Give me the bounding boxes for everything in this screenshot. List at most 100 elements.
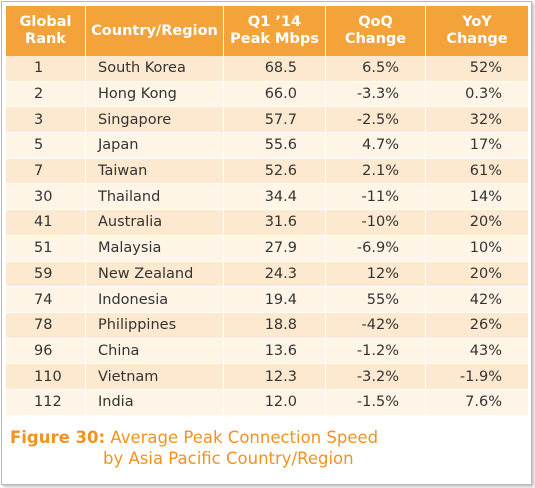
caption-line-2: by Asia Pacific Country/Region xyxy=(103,449,354,468)
peak-mbps-cell: 12.0 xyxy=(224,389,326,416)
qoq-change-cell: 55% xyxy=(326,287,426,313)
peak-mbps-cell: 57.7 xyxy=(224,107,326,134)
rank-cell: 110 xyxy=(6,364,86,390)
table-row: 1 South Korea 68.5 6.5% 52% xyxy=(6,56,528,82)
yoy-change-cell: 14% xyxy=(426,184,528,211)
qoq-change-cell: -1.2% xyxy=(326,338,426,365)
figure-number: Figure 30: xyxy=(10,428,106,447)
peak-mbps-cell: 55.6 xyxy=(224,133,326,159)
country-cell: South Korea xyxy=(86,56,224,82)
yoy-change-cell: 0.3% xyxy=(426,81,528,108)
header-qoq-change-line2: Change xyxy=(344,31,407,47)
rank-cell: 3 xyxy=(6,107,86,134)
peak-mbps-cell: 18.8 xyxy=(224,312,326,339)
peak-mbps-cell: 31.6 xyxy=(224,210,326,236)
peak-mbps-cell: 66.0 xyxy=(224,81,326,108)
header-peak-mbps-line1: Q1 ’14 xyxy=(247,14,302,30)
yoy-change-cell: -1.9% xyxy=(426,364,528,390)
yoy-change-cell: 26% xyxy=(426,312,528,339)
header-yoy-change-line2: Change xyxy=(446,31,508,47)
header-global-rank-line2: Rank xyxy=(25,31,66,47)
header-global-rank: Global Rank xyxy=(6,6,86,56)
table-row: 110 Vietnam 12.3 -3.2% -1.9% xyxy=(6,364,528,390)
table-row: 78 Philippines 18.8 -42% 26% xyxy=(6,312,528,339)
yoy-change-cell: 52% xyxy=(426,56,528,82)
yoy-change-cell: 43% xyxy=(426,338,528,365)
country-cell: Malaysia xyxy=(86,235,224,262)
peak-mbps-cell: 19.4 xyxy=(224,287,326,313)
header-country-region-line1: Country/Region xyxy=(91,22,218,39)
peak-mbps-cell: 52.6 xyxy=(224,158,326,185)
yoy-change-cell: 7.6% xyxy=(426,389,528,416)
country-cell: Singapore xyxy=(86,107,224,134)
figure-caption: Figure 30: Average Peak Connection Speed… xyxy=(10,427,378,469)
header-qoq-change-line1: QoQ xyxy=(358,14,393,30)
qoq-change-cell: -10% xyxy=(326,210,426,236)
rank-cell: 1 xyxy=(6,56,86,82)
rank-cell: 7 xyxy=(6,158,86,185)
header-global-rank-line1: Global xyxy=(19,14,72,30)
qoq-change-cell: -3.3% xyxy=(326,81,426,108)
qoq-change-cell: 12% xyxy=(326,261,426,288)
table-row: 112 India 12.0 -1.5% 7.6% xyxy=(6,389,528,416)
yoy-change-cell: 61% xyxy=(426,158,528,185)
country-cell: China xyxy=(86,338,224,365)
yoy-change-cell: 17% xyxy=(426,133,528,159)
country-cell: New Zealand xyxy=(86,261,224,288)
table-row: 2 Hong Kong 66.0 -3.3% 0.3% xyxy=(6,81,528,108)
table-row: 74 Indonesia 19.4 55% 42% xyxy=(6,287,528,313)
header-yoy-change: YoY Change xyxy=(426,6,528,56)
table-row: 96 China 13.6 -1.2% 43% xyxy=(6,338,528,365)
peak-speed-table: Global Rank Country/Region Q1 ’14 Peak M… xyxy=(6,6,528,416)
rank-cell: 2 xyxy=(6,81,86,108)
header-peak-mbps: Q1 ’14 Peak Mbps xyxy=(224,6,326,56)
caption-line-1: Average Peak Connection Speed xyxy=(105,428,379,447)
yoy-change-cell: 32% xyxy=(426,107,528,134)
table-row: 51 Malaysia 27.9 -6.9% 10% xyxy=(6,235,528,262)
qoq-change-cell: -6.9% xyxy=(326,235,426,262)
country-cell: Australia xyxy=(86,210,224,236)
qoq-change-cell: -11% xyxy=(326,184,426,211)
yoy-change-cell: 42% xyxy=(426,287,528,313)
table-row: 59 New Zealand 24.3 12% 20% xyxy=(6,261,528,288)
rank-cell: 30 xyxy=(6,184,86,211)
country-cell: Taiwan xyxy=(86,158,224,185)
qoq-change-cell: 4.7% xyxy=(326,133,426,159)
peak-mbps-cell: 68.5 xyxy=(224,56,326,82)
qoq-change-cell: 6.5% xyxy=(326,56,426,82)
header-yoy-change-line1: YoY xyxy=(462,14,492,30)
header-country-region: Country/Region xyxy=(86,6,224,56)
peak-mbps-cell: 12.3 xyxy=(224,364,326,390)
qoq-change-cell: -42% xyxy=(326,312,426,339)
header-peak-mbps-line2: Peak Mbps xyxy=(230,31,319,47)
qoq-change-cell: -2.5% xyxy=(326,107,426,134)
yoy-change-cell: 10% xyxy=(426,235,528,262)
country-cell: Vietnam xyxy=(86,364,224,390)
rank-cell: 74 xyxy=(6,287,86,313)
country-cell: Japan xyxy=(86,133,224,159)
qoq-change-cell: -3.2% xyxy=(326,364,426,390)
peak-mbps-cell: 34.4 xyxy=(224,184,326,211)
country-cell: Hong Kong xyxy=(86,81,224,108)
qoq-change-cell: 2.1% xyxy=(326,158,426,185)
country-cell: India xyxy=(86,389,224,416)
rank-cell: 5 xyxy=(6,133,86,159)
rank-cell: 96 xyxy=(6,338,86,365)
yoy-change-cell: 20% xyxy=(426,210,528,236)
table-row: 5 Japan 55.6 4.7% 17% xyxy=(6,133,528,159)
peak-mbps-cell: 27.9 xyxy=(224,235,326,262)
table-row: 7 Taiwan 52.6 2.1% 61% xyxy=(6,158,528,185)
rank-cell: 51 xyxy=(6,235,86,262)
header-qoq-change: QoQ Change xyxy=(326,6,426,56)
rank-cell: 78 xyxy=(6,312,86,339)
table-row: 3 Singapore 57.7 -2.5% 32% xyxy=(6,107,528,134)
country-cell: Thailand xyxy=(86,184,224,211)
peak-mbps-cell: 24.3 xyxy=(224,261,326,288)
table-row: 30 Thailand 34.4 -11% 14% xyxy=(6,184,528,211)
qoq-change-cell: -1.5% xyxy=(326,389,426,416)
country-cell: Philippines xyxy=(86,312,224,339)
rank-cell: 59 xyxy=(6,261,86,288)
peak-mbps-cell: 13.6 xyxy=(224,338,326,365)
table-header-row: Global Rank Country/Region Q1 ’14 Peak M… xyxy=(6,6,528,56)
